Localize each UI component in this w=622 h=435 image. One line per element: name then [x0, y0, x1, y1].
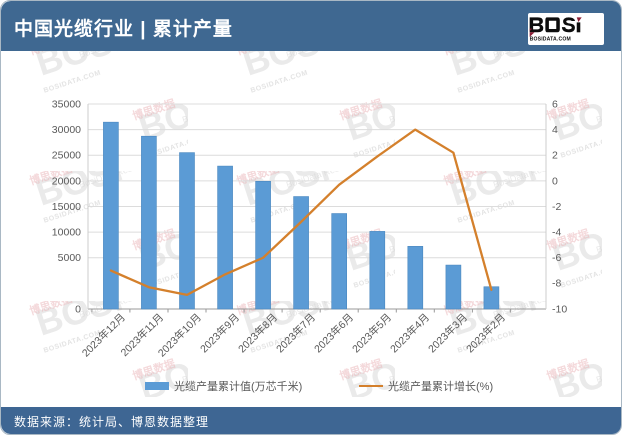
svg-text:-2: -2 [552, 201, 561, 213]
svg-text:30000: 30000 [52, 124, 81, 136]
svg-text:0: 0 [552, 176, 558, 188]
svg-text:-10: -10 [552, 304, 567, 316]
svg-text:-6: -6 [552, 252, 561, 264]
svg-text:2: 2 [552, 150, 558, 162]
svg-text:20000: 20000 [52, 176, 81, 188]
svg-text:-4: -4 [552, 227, 561, 239]
svg-text:-8: -8 [552, 278, 561, 290]
svg-text:BOSIDATA.COM: BOSIDATA.COM [530, 37, 571, 43]
svg-text:6: 6 [552, 99, 558, 111]
svg-text:35000: 35000 [52, 99, 81, 111]
svg-text:5000: 5000 [58, 252, 82, 264]
svg-text:0: 0 [75, 304, 81, 316]
svg-text:25000: 25000 [52, 150, 81, 162]
svg-text:15000: 15000 [52, 201, 81, 213]
svg-text:4: 4 [552, 124, 558, 136]
svg-text:10000: 10000 [52, 227, 81, 239]
